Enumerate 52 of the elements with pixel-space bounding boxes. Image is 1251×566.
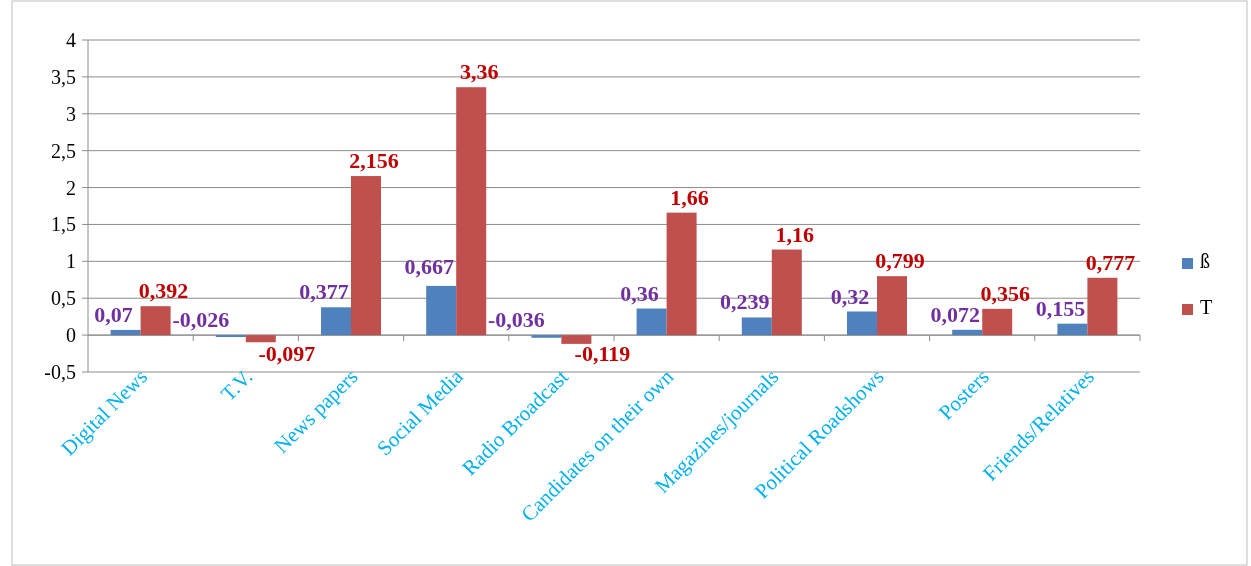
data-label: 3,36 (459, 59, 499, 85)
data-label: 1,66 (670, 184, 709, 210)
data-label: 0,32 (830, 283, 870, 309)
bar (426, 285, 457, 336)
bar (110, 329, 141, 336)
y-tick-label: 0 (66, 324, 76, 347)
bar (456, 87, 487, 336)
data-label: 0,36 (620, 280, 659, 306)
bar (1087, 277, 1118, 336)
data-label: 0,667 (404, 253, 454, 279)
data-label: 0,377 (299, 279, 349, 305)
y-tick-label: 0,5 (51, 287, 76, 310)
bar (531, 335, 562, 338)
bar (666, 212, 697, 336)
data-label: 0,777 (1085, 249, 1136, 275)
data-label: 1,16 (775, 221, 815, 247)
data-label: 0,072 (930, 301, 980, 327)
y-tick-label: 3 (66, 102, 76, 125)
y-tick-label: 1 (66, 250, 76, 273)
data-label: 0,356 (980, 280, 1030, 306)
bar (245, 335, 276, 343)
data-label: -0,097 (258, 341, 316, 367)
bar (952, 329, 983, 336)
data-label: -0,026 (172, 307, 230, 333)
y-tick-label: 1,5 (51, 213, 76, 236)
bar (561, 335, 592, 344)
data-label: 2,156 (349, 148, 399, 174)
y-tick-label: 3,5 (51, 65, 76, 88)
data-label: 0,392 (138, 278, 189, 304)
bar (351, 176, 381, 336)
data-label: -0,119 (574, 341, 631, 367)
x-tick-label: T.V. (216, 364, 258, 406)
bar (877, 276, 907, 336)
data-label: 0,155 (1035, 295, 1086, 321)
data-label: 0,799 (875, 248, 925, 274)
y-tick-label: 4 (66, 29, 76, 51)
bar (636, 308, 667, 336)
bar (847, 311, 877, 336)
bar (982, 308, 1013, 336)
legend-label: ß (1200, 250, 1210, 272)
bar (771, 249, 802, 336)
y-tick-label: 2 (66, 176, 76, 199)
data-label: 0,07 (94, 301, 133, 327)
y-tick-label: 2,5 (51, 139, 76, 162)
data-label: 0,239 (720, 289, 770, 315)
bar (1057, 323, 1088, 336)
data-label: -0,036 (487, 307, 545, 333)
legend-label: T (1200, 296, 1213, 318)
bar (140, 306, 171, 336)
y-tick-label: -0,5 (44, 361, 76, 383)
bar (321, 307, 351, 336)
bar (741, 317, 772, 336)
